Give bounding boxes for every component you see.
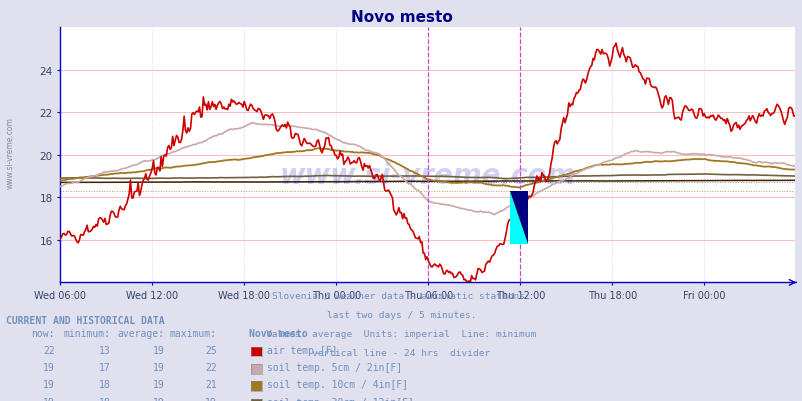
Text: 19: 19: [152, 345, 164, 355]
Text: 19: 19: [205, 397, 217, 401]
Text: www.si-vreme.com: www.si-vreme.com: [6, 117, 14, 188]
Text: 17: 17: [99, 362, 111, 372]
Text: 19: 19: [43, 362, 55, 372]
Text: soil temp. 5cm / 2in[F]: soil temp. 5cm / 2in[F]: [266, 362, 401, 372]
Text: 22: 22: [205, 362, 217, 372]
Text: soil temp. 10cm / 4in[F]: soil temp. 10cm / 4in[F]: [266, 379, 407, 389]
Text: 19: 19: [152, 362, 164, 372]
Text: 19: 19: [43, 379, 55, 389]
Bar: [509, 191, 527, 245]
Text: Values: average  Units: imperial  Line: minimum: Values: average Units: imperial Line: mi…: [266, 329, 536, 338]
Text: air temp.[F]: air temp.[F]: [266, 345, 337, 355]
Text: 21: 21: [205, 379, 217, 389]
Polygon shape: [509, 191, 527, 245]
Text: 19: 19: [152, 379, 164, 389]
Polygon shape: [509, 191, 527, 245]
Text: 19: 19: [152, 397, 164, 401]
Text: 18: 18: [99, 397, 111, 401]
Text: now:: now:: [31, 328, 55, 338]
Text: last two days / 5 minutes.: last two days / 5 minutes.: [326, 310, 476, 319]
Text: Slovenia / weather data - automatic stations.: Slovenia / weather data - automatic stat…: [272, 291, 530, 300]
Text: 18: 18: [99, 379, 111, 389]
Text: CURRENT AND HISTORICAL DATA: CURRENT AND HISTORICAL DATA: [6, 315, 165, 325]
Text: maximum:: maximum:: [169, 328, 217, 338]
Text: vertical line - 24 hrs  divider: vertical line - 24 hrs divider: [312, 348, 490, 357]
Text: soil temp. 30cm / 12in[F]: soil temp. 30cm / 12in[F]: [266, 397, 413, 401]
Text: 25: 25: [205, 345, 217, 355]
Text: 19: 19: [43, 397, 55, 401]
Text: Novo mesto: Novo mesto: [350, 10, 452, 25]
Text: www.si-vreme.com: www.si-vreme.com: [279, 162, 575, 190]
Text: Novo mesto: Novo mesto: [249, 328, 307, 338]
Text: 22: 22: [43, 345, 55, 355]
Text: 13: 13: [99, 345, 111, 355]
Text: average:: average:: [117, 328, 164, 338]
Text: minimum:: minimum:: [63, 328, 111, 338]
